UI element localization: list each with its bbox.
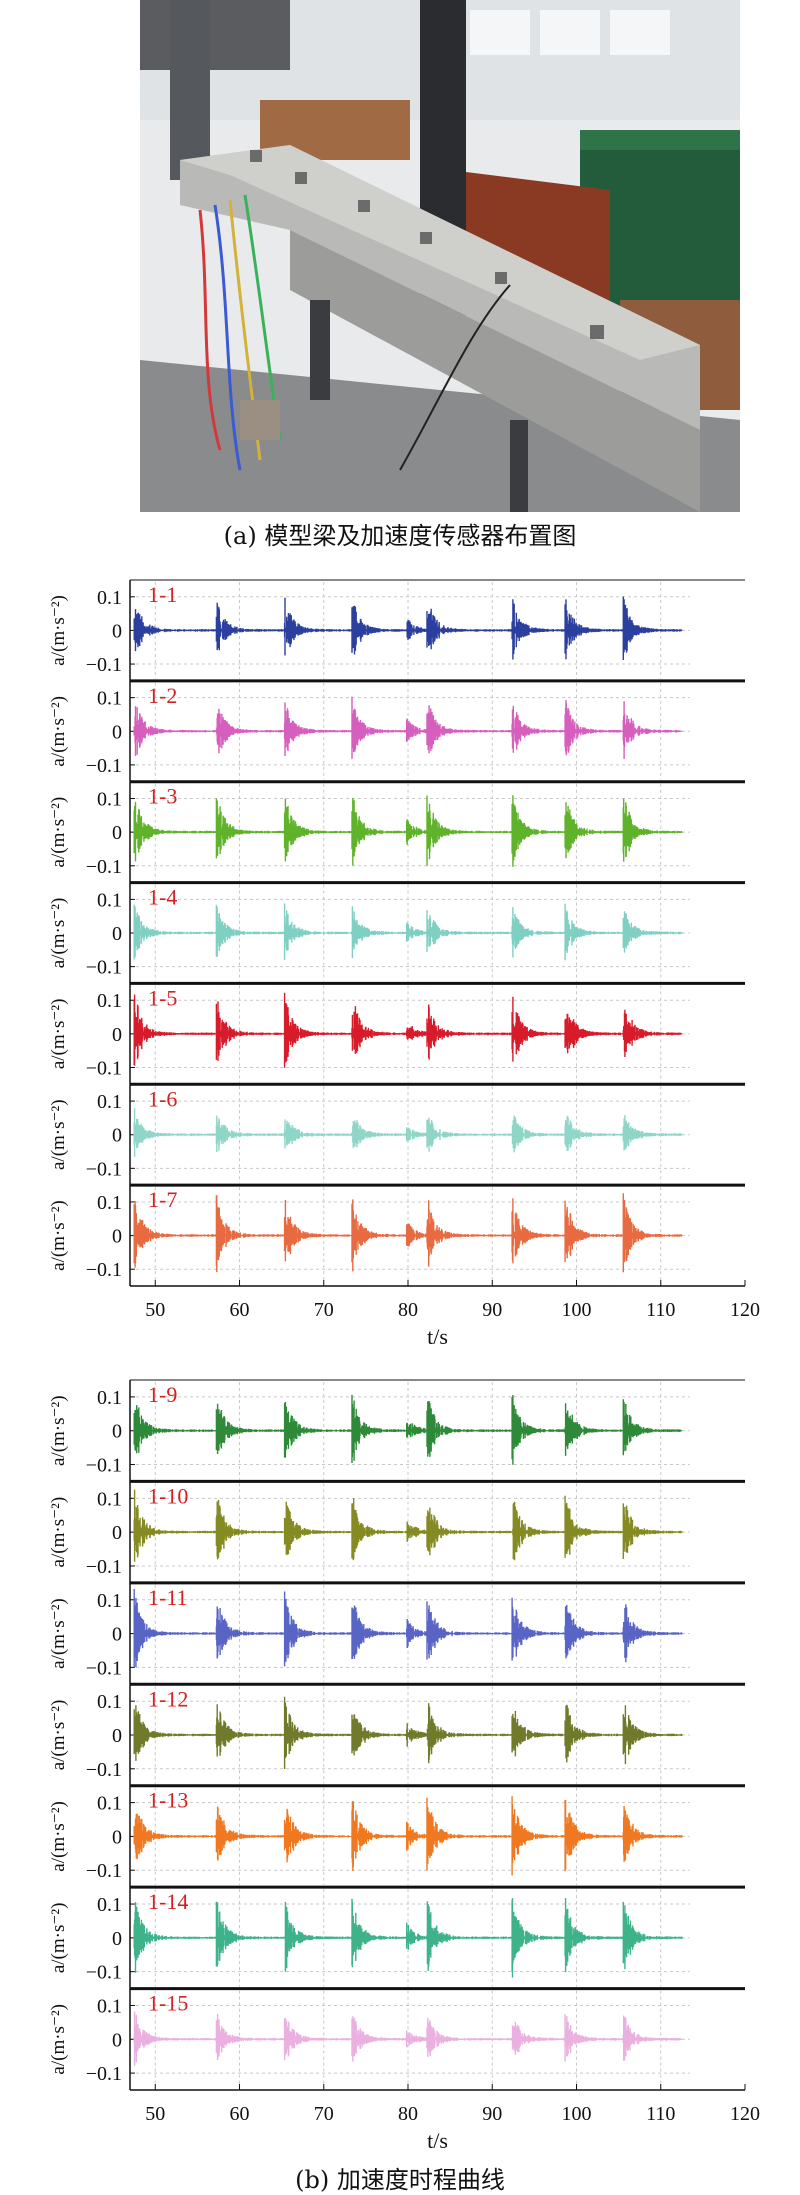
y-tick-label: −0.1 [86,1657,122,1679]
series-1-6-trace [133,1108,683,1157]
x-tick-label: 90 [482,1299,502,1321]
x-tick-label: 100 [562,2103,592,2125]
series-label: 1-10 [148,1483,188,1508]
y-tick-label: −0.1 [86,1759,122,1781]
y-axis-label: a/(m·s⁻²) [48,1099,69,1170]
series-label: 1-15 [148,1991,188,2016]
y-tick-label: 0.1 [97,1691,122,1713]
y-tick-label: 0 [112,2029,122,2051]
y-axis-label: a/(m·s⁻²) [48,1200,69,1271]
series-1-11-trace [133,1589,683,1668]
x-tick-label: 50 [145,2103,165,2125]
x-tick-label: 50 [145,1299,165,1321]
x-tick-label: 80 [398,1299,418,1321]
chart-caption: (b) 加速度时程曲线 [295,2166,505,2194]
y-tick-label: −0.1 [86,856,122,878]
beam-sensor-photo [140,0,740,512]
y-axis-label: a/(m·s⁻²) [48,696,69,767]
y-tick-label: −0.1 [86,654,122,676]
series-label: 1-5 [148,985,177,1010]
y-tick-label: 0 [112,1826,122,1848]
y-tick-label: −0.1 [86,2063,122,2085]
y-tick-label: 0.1 [97,889,122,911]
y-tick-label: 0 [112,1226,122,1248]
y-tick-label: 0.1 [97,1590,122,1612]
series-label: 1-6 [148,1086,177,1111]
y-tick-label: 0 [112,822,122,844]
y-tick-label: −0.1 [86,1057,122,1079]
x-tick-label: 110 [646,2103,675,2125]
x-tick-label: 120 [730,2103,760,2125]
y-tick-label: −0.1 [86,1860,122,1882]
x-tick-label: 60 [230,2103,250,2125]
y-axis-label: a/(m·s⁻²) [48,2004,69,2075]
series-label: 1-13 [148,1788,188,1813]
y-tick-label: 0.1 [97,688,122,710]
y-tick-label: 0 [112,1928,122,1950]
y-axis-label: a/(m·s⁻²) [48,1598,69,1669]
x-tick-label: 90 [482,2103,502,2125]
y-tick-label: 0.1 [97,990,122,1012]
series-label: 1-9 [148,1382,177,1407]
series-label: 1-14 [148,1889,188,1914]
y-tick-label: 0.1 [97,1488,122,1510]
y-tick-label: −0.1 [86,755,122,777]
y-tick-label: 0 [112,1024,122,1046]
series-label: 1-2 [148,683,177,708]
y-tick-label: −0.1 [86,1259,122,1281]
y-tick-label: 0 [112,923,122,945]
y-tick-label: 0.1 [97,1192,122,1214]
x-axis-label: t/s [427,1324,448,1349]
series-label: 1-12 [148,1686,188,1711]
y-axis-label: a/(m·s⁻²) [48,898,69,969]
y-axis-label: a/(m·s⁻²) [48,1497,69,1568]
series-label: 1-4 [148,885,177,910]
y-tick-label: 0.1 [97,789,122,811]
y-axis-label: a/(m·s⁻²) [48,797,69,868]
y-tick-label: 0.1 [97,1091,122,1113]
y-tick-label: 0.1 [97,1793,122,1815]
x-tick-label: 70 [314,2103,334,2125]
y-tick-label: −0.1 [86,1158,122,1180]
y-tick-label: −0.1 [86,957,122,979]
y-tick-label: 0.1 [97,1387,122,1409]
y-tick-label: 0.1 [97,1894,122,1916]
series-label: 1-3 [148,784,177,809]
y-tick-label: 0.1 [97,587,122,609]
y-axis-label: a/(m·s⁻²) [48,1903,69,1974]
y-axis-label: a/(m·s⁻²) [48,1700,69,1771]
y-tick-label: 0 [112,1624,122,1646]
series-label: 1-7 [148,1187,177,1212]
y-tick-label: −0.1 [86,1455,122,1477]
x-tick-label: 80 [398,2103,418,2125]
y-tick-label: 0 [112,1725,122,1747]
y-tick-label: 0 [112,1522,122,1544]
y-tick-label: −0.1 [86,1962,122,1984]
y-tick-label: −0.1 [86,1556,122,1578]
x-axis-label: t/s [427,2128,448,2153]
x-tick-label: 60 [230,1299,250,1321]
photo-caption: (a) 模型梁及加速度传感器布置图 [223,522,577,550]
y-axis-label: a/(m·s⁻²) [48,999,69,1070]
y-tick-label: 0 [112,721,122,743]
x-tick-label: 70 [314,1299,334,1321]
x-tick-label: 120 [730,1299,760,1321]
y-axis-label: a/(m·s⁻²) [48,1801,69,1872]
y-tick-label: 0.1 [97,1995,122,2017]
y-tick-label: 0 [112,620,122,642]
y-tick-label: 0 [112,1125,122,1147]
y-tick-label: 0 [112,1421,122,1443]
y-axis-label: a/(m·s⁻²) [48,595,69,666]
x-tick-label: 100 [562,1299,592,1321]
series-label: 1-1 [148,582,177,607]
series-1-12-trace [133,1696,683,1769]
y-axis-label: a/(m·s⁻²) [48,1395,69,1466]
x-tick-label: 110 [646,1299,675,1321]
series-label: 1-11 [148,1585,188,1610]
